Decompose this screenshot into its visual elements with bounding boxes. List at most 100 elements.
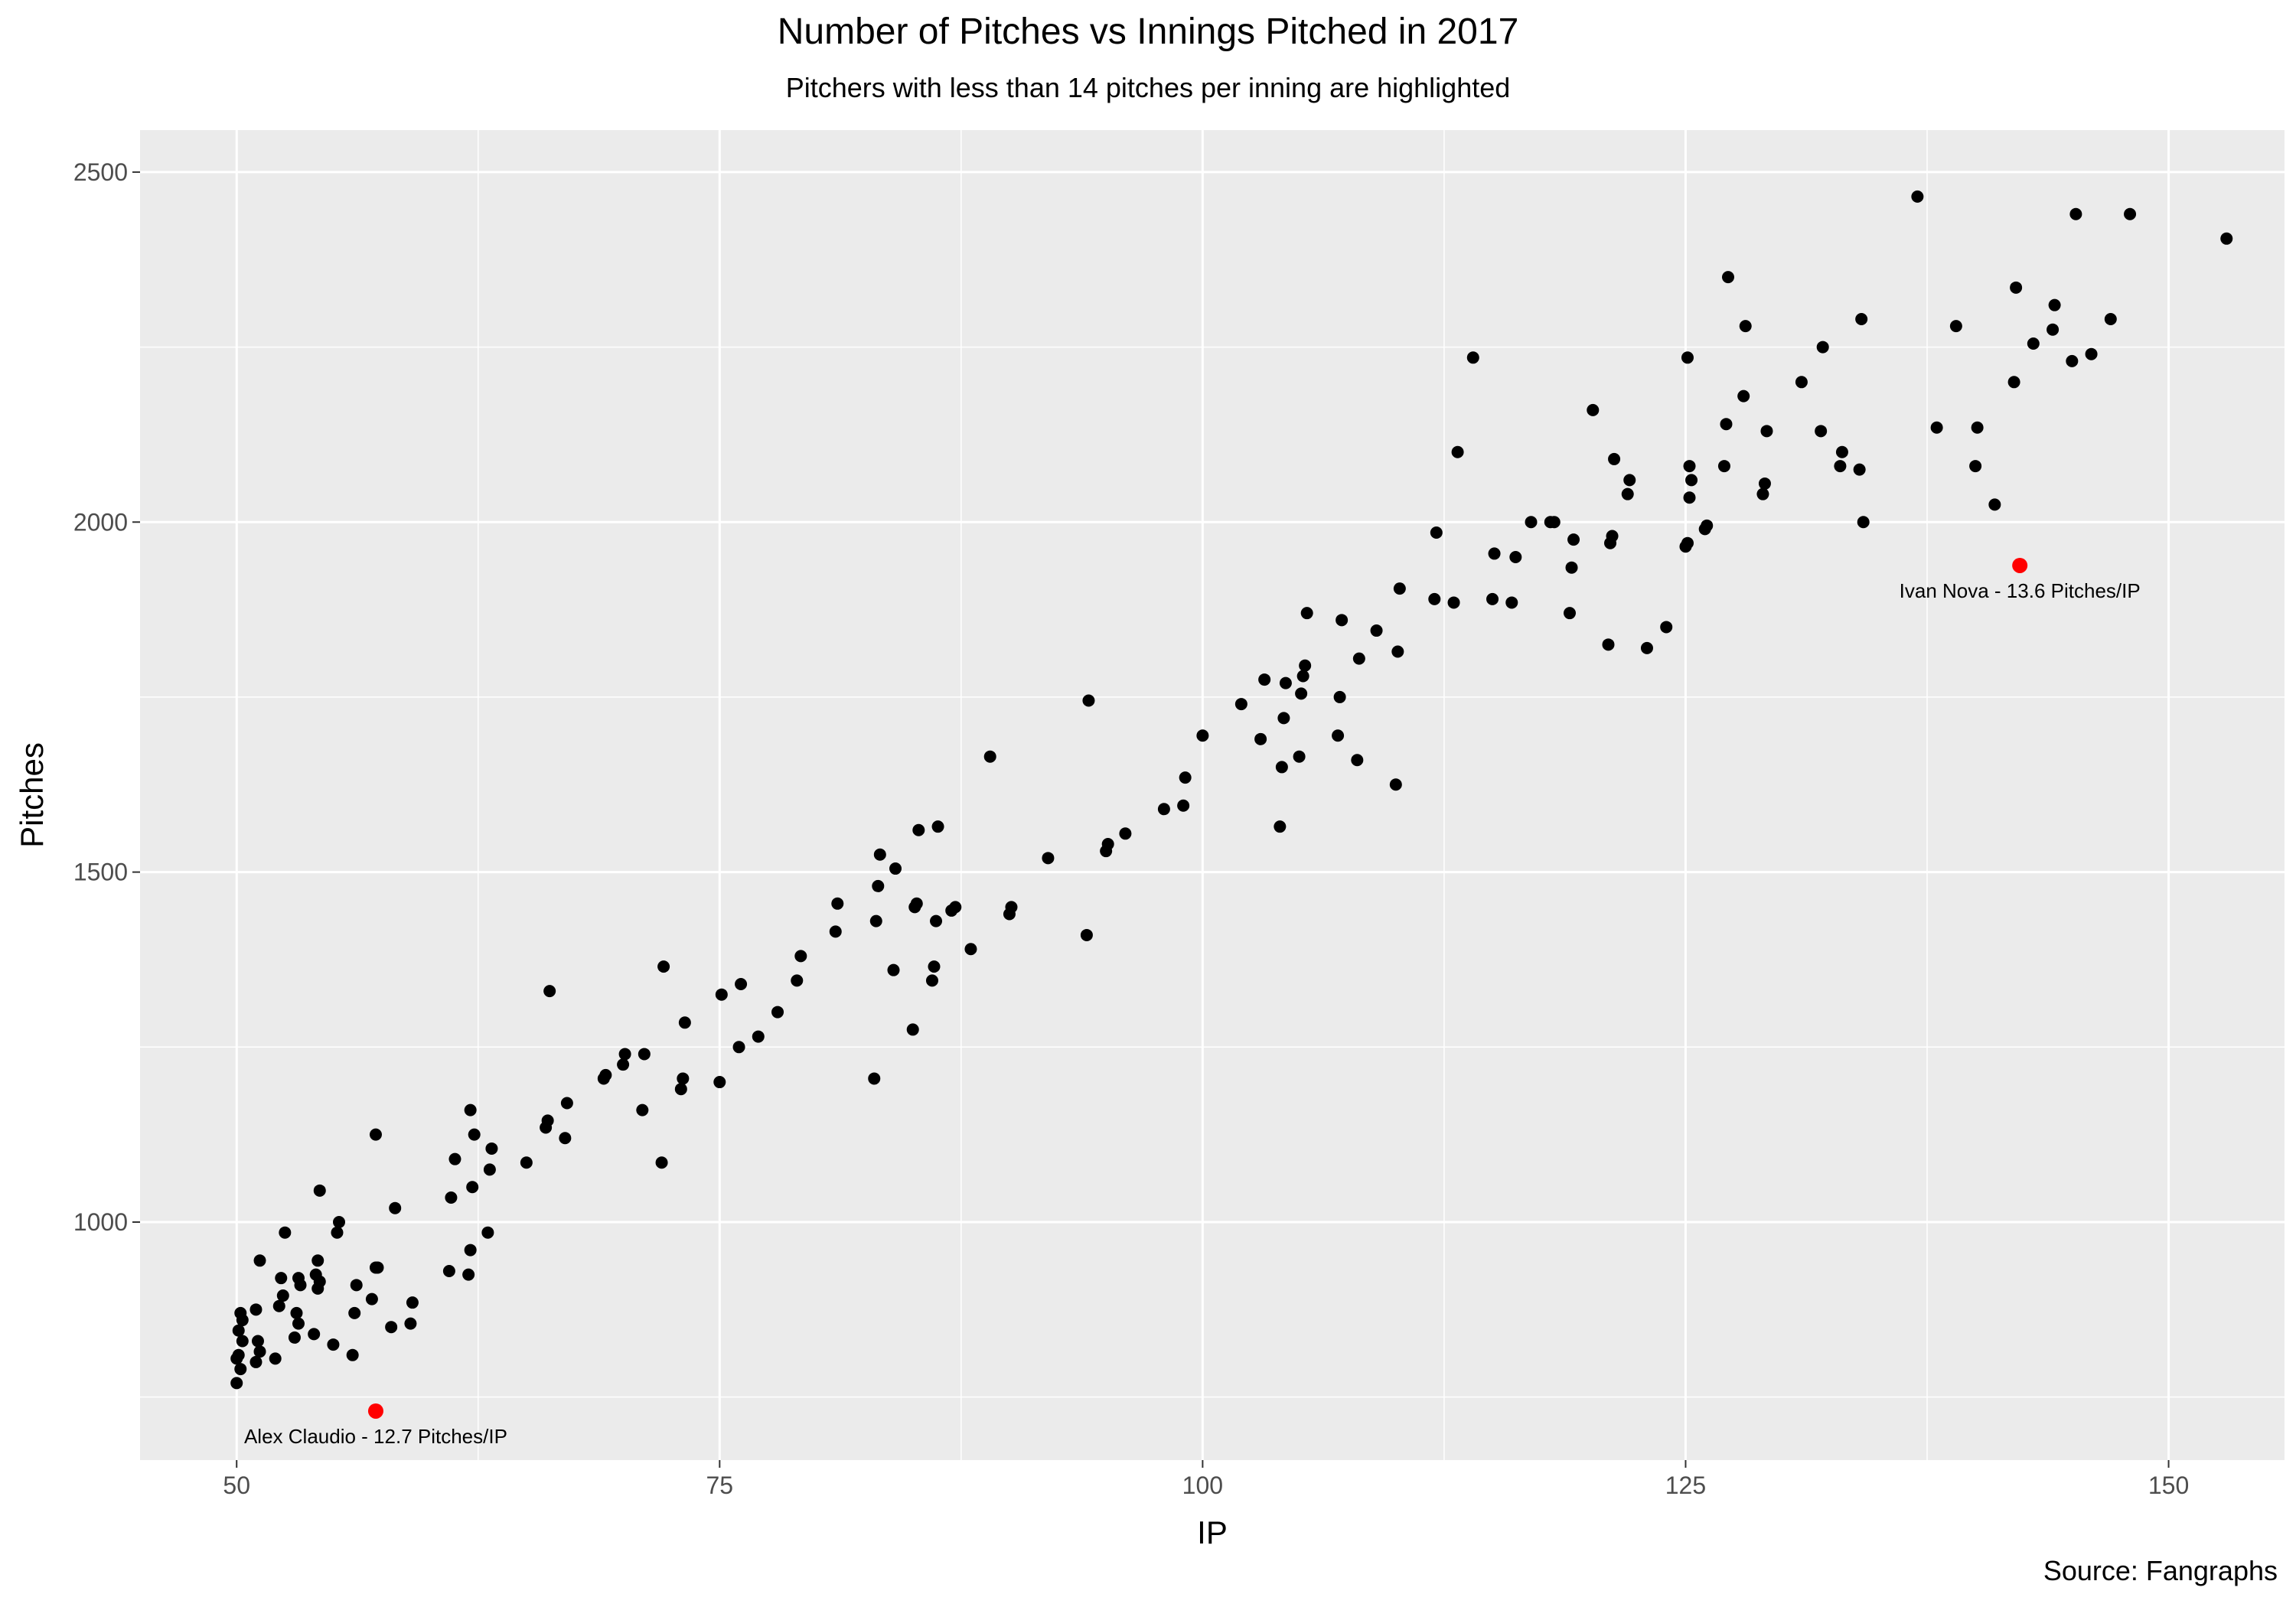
data-point xyxy=(1258,673,1271,686)
data-point xyxy=(279,1226,292,1239)
data-point xyxy=(1082,694,1095,707)
data-point xyxy=(448,1152,461,1165)
data-point xyxy=(1332,729,1345,742)
data-point xyxy=(1293,750,1306,763)
data-point xyxy=(1295,687,1308,700)
data-point xyxy=(520,1156,533,1169)
data-point xyxy=(735,977,748,990)
data-point xyxy=(910,897,923,910)
highlighted-point xyxy=(2012,557,2028,573)
data-point xyxy=(2220,232,2233,245)
data-point xyxy=(1254,732,1267,745)
data-point xyxy=(309,1268,322,1281)
data-point xyxy=(655,1156,668,1169)
data-point xyxy=(1683,460,1696,473)
data-point xyxy=(1299,659,1312,672)
data-point xyxy=(269,1352,282,1365)
data-point xyxy=(1486,592,1499,605)
plot-panel xyxy=(140,130,2285,1460)
data-point xyxy=(1393,582,1406,595)
data-point xyxy=(713,1076,726,1089)
data-point xyxy=(1336,614,1349,627)
data-point xyxy=(1660,621,1673,634)
data-point xyxy=(2066,354,2079,367)
data-point xyxy=(2047,323,2060,336)
data-point xyxy=(1157,803,1170,816)
data-point xyxy=(964,943,977,956)
data-point xyxy=(1760,425,1773,438)
highlighted-points: Alex Claudio - 12.7 Pitches/IP Ivan Nova … xyxy=(244,557,2141,1448)
data-point xyxy=(1505,596,1518,609)
data-point xyxy=(371,1261,384,1274)
data-point xyxy=(715,988,728,1001)
data-point xyxy=(1565,561,1578,574)
data-point xyxy=(1681,351,1694,364)
data-point xyxy=(752,1030,765,1043)
x-tick-label: 150 xyxy=(2148,1472,2189,1499)
data-point xyxy=(983,750,996,763)
highlighted-point xyxy=(367,1403,383,1419)
data-point xyxy=(1525,516,1538,529)
data-point xyxy=(1721,271,1734,284)
data-point xyxy=(1447,596,1460,609)
data-point xyxy=(385,1321,398,1334)
data-point xyxy=(333,1215,346,1228)
data-point xyxy=(1971,421,1984,434)
data-point xyxy=(232,1324,245,1337)
data-point xyxy=(483,1163,496,1176)
data-point xyxy=(928,960,941,973)
data-point xyxy=(949,901,962,914)
data-point xyxy=(617,1058,630,1071)
data-point xyxy=(468,1128,481,1141)
data-point xyxy=(791,974,804,987)
data-point xyxy=(481,1226,494,1239)
data-point xyxy=(912,823,925,836)
data-point xyxy=(2010,281,2023,294)
data-point xyxy=(599,1068,612,1081)
y-tick-label: 1500 xyxy=(73,859,128,886)
data-point xyxy=(251,1335,264,1348)
data-point xyxy=(365,1292,378,1305)
data-point xyxy=(677,1072,690,1085)
data-point xyxy=(464,1244,477,1257)
data-point xyxy=(2124,207,2137,220)
data-point xyxy=(1351,754,1364,767)
data-point xyxy=(1451,445,1464,458)
data-point xyxy=(1587,403,1600,416)
data-point xyxy=(466,1181,479,1194)
data-point xyxy=(2048,298,2061,311)
data-point xyxy=(1681,536,1694,549)
y-tick-label: 2000 xyxy=(73,508,128,536)
data-point xyxy=(442,1265,455,1278)
data-point xyxy=(771,1006,784,1019)
data-point xyxy=(1466,351,1479,364)
data-point xyxy=(1988,498,2001,511)
data-point xyxy=(657,960,670,973)
data-point xyxy=(887,963,900,976)
data-point xyxy=(445,1191,458,1204)
data-point xyxy=(236,1335,249,1348)
data-point xyxy=(290,1306,303,1319)
data-point xyxy=(678,1016,691,1029)
highlight-label: Ivan Nova - 13.6 Pitches/IP xyxy=(1900,579,2141,602)
data-point xyxy=(1621,487,1634,500)
data-point xyxy=(1720,418,1733,431)
data-point xyxy=(485,1142,498,1155)
data-point xyxy=(369,1128,382,1141)
data-point xyxy=(829,925,842,938)
data-point xyxy=(1685,474,1698,487)
data-point xyxy=(1758,477,1771,490)
y-tick-label: 2500 xyxy=(73,158,128,186)
data-point xyxy=(794,950,807,963)
data-point xyxy=(1717,460,1730,473)
data-point xyxy=(234,1363,247,1376)
data-point xyxy=(1277,712,1290,725)
data-point xyxy=(308,1328,321,1341)
data-points xyxy=(230,190,2233,1390)
data-point xyxy=(674,1083,687,1096)
data-point xyxy=(292,1317,305,1330)
data-point xyxy=(1756,487,1769,500)
highlight-label: Alex Claudio - 12.7 Pitches/IP xyxy=(244,1425,507,1448)
data-point xyxy=(232,1348,245,1361)
data-point xyxy=(1119,827,1132,840)
